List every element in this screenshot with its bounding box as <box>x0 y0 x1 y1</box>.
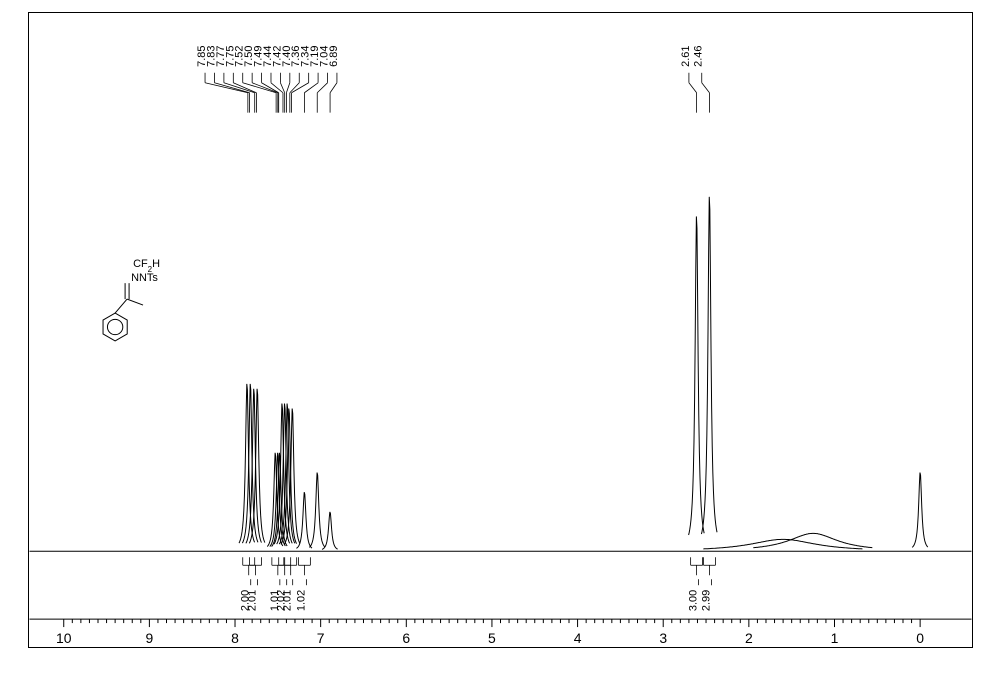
svg-text:2: 2 <box>745 630 753 646</box>
svg-text:3: 3 <box>659 630 667 646</box>
svg-text:2.01: 2.01 <box>282 590 294 611</box>
nmr-spectrum: 1098765432107.857.837.777.757.527.507.49… <box>29 13 972 647</box>
svg-text:10: 10 <box>56 630 72 646</box>
svg-text:2.61: 2.61 <box>680 46 692 67</box>
svg-text:1: 1 <box>831 630 839 646</box>
nmr-plot-frame: 1098765432107.857.837.777.757.527.507.49… <box>28 12 973 648</box>
svg-text:9: 9 <box>145 630 153 646</box>
molecule-structure: NNTsCF2H <box>103 258 160 341</box>
svg-text:NNTs: NNTs <box>131 272 158 284</box>
svg-text:3.00: 3.00 <box>688 590 700 611</box>
svg-text:4: 4 <box>574 630 582 646</box>
svg-text:2.01: 2.01 <box>247 590 259 611</box>
svg-text:2.99: 2.99 <box>700 590 712 611</box>
svg-text:1.02: 1.02 <box>295 590 307 611</box>
svg-text:6: 6 <box>402 630 410 646</box>
svg-text:2.46: 2.46 <box>693 46 705 67</box>
svg-text:7: 7 <box>317 630 325 646</box>
svg-text:0: 0 <box>916 630 924 646</box>
svg-text:5: 5 <box>488 630 496 646</box>
svg-text:8: 8 <box>231 630 239 646</box>
svg-text:6.89: 6.89 <box>328 46 340 67</box>
